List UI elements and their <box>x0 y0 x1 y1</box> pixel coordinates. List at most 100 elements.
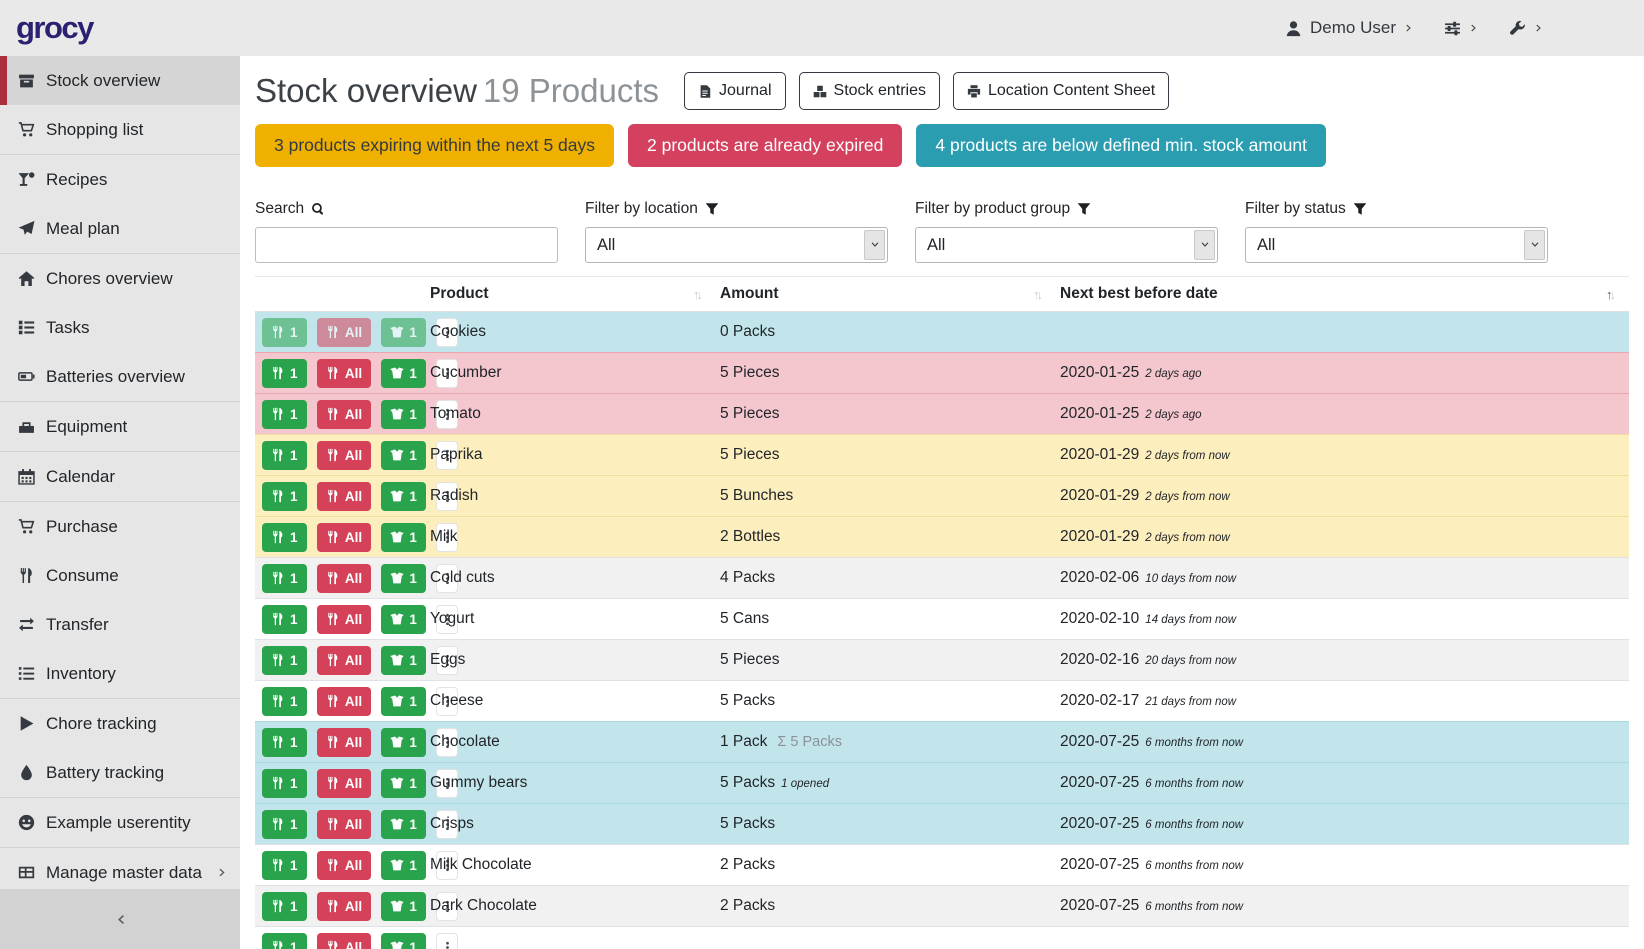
sidebar-item-chores-overview[interactable]: Chores overview <box>0 254 240 303</box>
consume-all-button[interactable]: All <box>317 851 371 880</box>
consume-all-button[interactable]: All <box>317 605 371 634</box>
open-one-button[interactable]: 1 <box>381 359 426 388</box>
open-one-button[interactable]: 1 <box>381 769 426 798</box>
open-one-button[interactable]: 1 <box>381 441 426 470</box>
sort-icon: ↑↓ <box>1033 287 1040 302</box>
open-one-button[interactable]: 1 <box>381 400 426 429</box>
sidebar-item-consume[interactable]: Consume <box>0 551 240 600</box>
sidebar-collapse-button[interactable] <box>0 889 240 949</box>
alert-below-min-stock[interactable]: 4 products are below defined min. stock … <box>916 124 1326 167</box>
utensils-icon <box>271 858 285 872</box>
open-one-button[interactable]: 1 <box>381 646 426 675</box>
consume-all-button[interactable]: All <box>317 646 371 675</box>
sidebar-item-battery-tracking[interactable]: Battery tracking <box>0 748 240 797</box>
consume-one-button[interactable]: 1 <box>262 564 307 593</box>
open-one-button[interactable]: 1 <box>381 933 426 949</box>
status-select[interactable]: All <box>1245 227 1548 263</box>
column-amount[interactable]: Amount↑↓ <box>720 277 1060 312</box>
alert-expiring[interactable]: 3 products expiring within the next 5 da… <box>255 124 614 167</box>
play-icon <box>16 715 37 732</box>
consume-all-button[interactable]: All <box>317 892 371 921</box>
alert-expired[interactable]: 2 products are already expired <box>628 124 902 167</box>
row-menu-button[interactable] <box>436 933 458 949</box>
admin-menu[interactable] <box>1509 20 1544 37</box>
column-next-best-before-date[interactable]: Next best before date↑↓ <box>1060 277 1629 312</box>
open-one-button[interactable]: 1 <box>381 605 426 634</box>
consume-one-button[interactable]: 1 <box>262 523 307 552</box>
product-amount: 0 Packs <box>720 323 775 340</box>
consume-one-button[interactable]: 1 <box>262 318 307 347</box>
journal-button[interactable]: Journal <box>684 72 785 110</box>
consume-all-button[interactable]: All <box>317 400 371 429</box>
open-one-button[interactable]: 1 <box>381 728 426 757</box>
consume-one-button[interactable]: 1 <box>262 810 307 839</box>
page-title-text: Stock overview <box>255 72 477 109</box>
consume-one-button[interactable]: 1 <box>262 933 307 949</box>
open-one-button[interactable]: 1 <box>381 482 426 511</box>
sidebar-item-meal-plan[interactable]: Meal plan <box>0 204 240 253</box>
open-one-button[interactable]: 1 <box>381 318 426 347</box>
sidebar-item-tasks[interactable]: Tasks <box>0 303 240 352</box>
consume-all-button[interactable]: All <box>317 318 371 347</box>
consume-all-button[interactable]: All <box>317 769 371 798</box>
consume-all-button[interactable]: All <box>317 482 371 511</box>
consume-one-button[interactable]: 1 <box>262 482 307 511</box>
open-one-button[interactable]: 1 <box>381 892 426 921</box>
utensils-icon <box>326 407 340 421</box>
sidebar-item-shopping-list[interactable]: Shopping list <box>0 105 240 154</box>
consume-all-button[interactable]: All <box>317 810 371 839</box>
consume-all-button[interactable]: All <box>317 728 371 757</box>
consume-all-button[interactable]: All <box>317 933 371 949</box>
consume-one-button[interactable]: 1 <box>262 769 307 798</box>
consume-one-button[interactable]: 1 <box>262 646 307 675</box>
brand-logo[interactable]: grocy <box>16 10 93 46</box>
open-one-button[interactable]: 1 <box>381 687 426 716</box>
sidebar-item-batteries-overview[interactable]: Batteries overview <box>0 352 240 401</box>
table-row: 1 All 1 Crisps 5 Packs 2020-07-256 month… <box>255 804 1629 845</box>
date-relative: 2 days from now <box>1145 491 1229 503</box>
location-content-sheet-button[interactable]: Location Content Sheet <box>953 72 1169 110</box>
sidebar-item-purchase[interactable]: Purchase <box>0 502 240 551</box>
consume-all-button[interactable]: All <box>317 359 371 388</box>
product-group-select[interactable]: All <box>915 227 1218 263</box>
open-one-button[interactable]: 1 <box>381 564 426 593</box>
consume-one-button[interactable]: 1 <box>262 687 307 716</box>
consume-one-button[interactable]: 1 <box>262 851 307 880</box>
sidebar-item-transfer[interactable]: Transfer <box>0 600 240 649</box>
open-one-button[interactable]: 1 <box>381 851 426 880</box>
sidebar-item-recipes[interactable]: Recipes <box>0 155 240 204</box>
sidebar-item-chore-tracking[interactable]: Chore tracking <box>0 699 240 748</box>
stock-entries-button[interactable]: Stock entries <box>799 72 940 110</box>
product-name: Milk Chocolate <box>430 856 532 873</box>
consume-all-button[interactable]: All <box>317 523 371 552</box>
open-one-button[interactable]: 1 <box>381 523 426 552</box>
chevron-down-icon <box>1524 230 1545 260</box>
column-product[interactable]: Product↑↓ <box>430 277 720 312</box>
consume-all-button[interactable]: All <box>317 564 371 593</box>
product-group-filter-label: Filter by product group <box>915 200 1218 218</box>
sidebar-item-calendar[interactable]: Calendar <box>0 452 240 501</box>
consume-one-button[interactable]: 1 <box>262 400 307 429</box>
search-input[interactable] <box>255 227 558 263</box>
open-one-button[interactable]: 1 <box>381 810 426 839</box>
consume-one-button[interactable]: 1 <box>262 892 307 921</box>
location-select[interactable]: All <box>585 227 888 263</box>
consume-one-button[interactable]: 1 <box>262 728 307 757</box>
status-filter-label: Filter by status <box>1245 200 1548 218</box>
consume-one-button[interactable]: 1 <box>262 441 307 470</box>
consume-one-button[interactable]: 1 <box>262 605 307 634</box>
exchange-icon <box>16 616 37 633</box>
consume-all-label: All <box>345 366 362 381</box>
consume-all-button[interactable]: All <box>317 441 371 470</box>
sidebar-item-inventory[interactable]: Inventory <box>0 649 240 698</box>
consume-all-button[interactable]: All <box>317 687 371 716</box>
utensils-icon <box>271 940 285 949</box>
sidebar-item-stock-overview[interactable]: Stock overview <box>0 56 240 105</box>
sidebar-item-equipment[interactable]: Equipment <box>0 402 240 451</box>
table-row: 1 All 1 Paprika 5 Pieces 2020-01-292 day… <box>255 435 1629 476</box>
settings-menu[interactable] <box>1444 20 1479 37</box>
sidebar-item-example-userentity[interactable]: Example userentity <box>0 798 240 847</box>
best-before-date: 2020-07-25 <box>1060 815 1139 832</box>
consume-one-button[interactable]: 1 <box>262 359 307 388</box>
user-menu[interactable]: Demo User <box>1285 18 1414 38</box>
